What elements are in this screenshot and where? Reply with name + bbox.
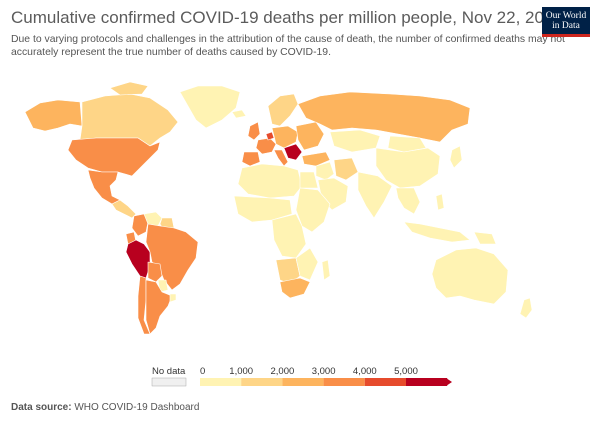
region-east-africa[interactable]	[295, 187, 331, 233]
legend-tick-label: 0	[200, 366, 205, 377]
region-belgium[interactable]	[265, 131, 275, 141]
region-greenland[interactable]	[179, 85, 241, 129]
region-spain[interactable]	[241, 151, 261, 167]
legend-tick-label: 2,000	[271, 366, 295, 377]
legend-no-data-label: No data	[152, 366, 186, 377]
region-italy[interactable]	[273, 149, 289, 167]
region-philippines[interactable]	[435, 193, 445, 211]
legend-tick-label: 5,000	[394, 366, 418, 377]
legend-tick-label: 1,000	[229, 366, 253, 377]
region-russia[interactable]	[297, 91, 471, 143]
region-southern-africa[interactable]	[295, 247, 319, 281]
region-alaska[interactable]	[24, 99, 83, 132]
region-japan[interactable]	[449, 145, 463, 169]
legend-arrow	[446, 378, 452, 386]
logo-line-2: in Data	[552, 21, 580, 31]
legend-bin-2[interactable]	[282, 378, 324, 386]
region-central-europe[interactable]	[271, 125, 299, 149]
region-iran[interactable]	[333, 157, 359, 181]
region-uruguay[interactable]	[169, 293, 177, 303]
region-canada-arctic[interactable]	[109, 81, 149, 96]
legend-bin-1[interactable]	[241, 378, 283, 386]
region-australia[interactable]	[431, 247, 509, 305]
legend-bin-5[interactable]	[406, 378, 448, 386]
legend-bin-3[interactable]	[323, 378, 365, 386]
region-egypt[interactable]	[299, 171, 319, 189]
source-text: WHO COVID-19 Dashboard	[74, 402, 200, 413]
region-united-states[interactable]	[67, 137, 161, 177]
region-papua-new-guinea[interactable]	[473, 231, 497, 245]
region-balkans[interactable]	[283, 143, 303, 161]
region-indonesia[interactable]	[403, 221, 471, 243]
region-madagascar[interactable]	[321, 259, 331, 281]
logo-line-1: Our World	[545, 11, 587, 21]
region-argentina[interactable]	[145, 279, 173, 335]
region-iceland[interactable]	[231, 109, 247, 119]
region-turkey[interactable]	[301, 151, 331, 167]
region-venezuela[interactable]	[143, 211, 163, 227]
legend-tick-label: 4,000	[353, 366, 377, 377]
region-india[interactable]	[357, 171, 393, 219]
legend-color-bins: 0 1,000 2,000 3,000 4,000 5,000	[200, 366, 448, 386]
legend-tick-label: 3,000	[312, 366, 336, 377]
chart-title: Cumulative confirmed COVID-19 deaths per…	[11, 8, 563, 27]
region-mexico[interactable]	[87, 169, 121, 205]
legend-bin-4[interactable]	[364, 378, 406, 386]
region-south-africa[interactable]	[279, 277, 311, 299]
region-north-africa[interactable]	[237, 163, 303, 199]
owid-logo[interactable]: Our World in Data	[542, 7, 590, 37]
region-china[interactable]	[375, 147, 441, 189]
source-label: Data source:	[11, 402, 72, 413]
legend-no-data-swatch[interactable]	[151, 377, 187, 387]
region-brazil[interactable]	[145, 223, 199, 291]
region-united-kingdom[interactable]	[247, 121, 261, 141]
data-source: Data source: WHO COVID-19 Dashboard	[11, 402, 199, 413]
region-central-africa[interactable]	[271, 213, 307, 259]
region-bolivia[interactable]	[147, 261, 163, 283]
legend-bin-0[interactable]	[200, 378, 242, 386]
region-southeast-asia[interactable]	[395, 187, 421, 215]
region-middle-east[interactable]	[315, 161, 335, 181]
region-west-africa[interactable]	[233, 195, 293, 223]
region-scandinavia[interactable]	[267, 93, 299, 127]
chart-subtitle: Due to varying protocols and challenges …	[11, 34, 565, 58]
region-new-zealand[interactable]	[519, 297, 533, 319]
